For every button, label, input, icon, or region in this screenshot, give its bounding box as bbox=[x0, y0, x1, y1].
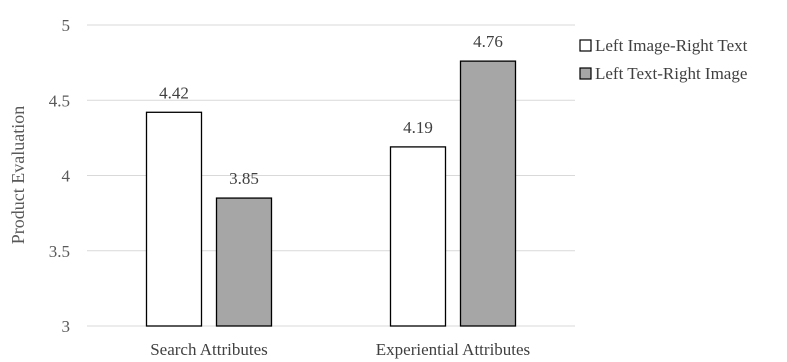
y-tick-label: 4.5 bbox=[49, 91, 70, 110]
y-axis-ticks: 3 3.5 4 4.5 5 bbox=[49, 16, 71, 336]
data-labels: 4.42 3.85 4.19 4.76 bbox=[159, 32, 503, 188]
bar-left-text-right-image-0 bbox=[215, 197, 273, 327]
legend-swatch bbox=[579, 67, 592, 80]
data-label: 3.85 bbox=[229, 169, 259, 188]
data-label: 4.19 bbox=[403, 118, 433, 137]
y-tick-label: 5 bbox=[62, 16, 71, 35]
bars bbox=[145, 60, 517, 327]
y-axis-title: Product Evaluation bbox=[8, 106, 28, 244]
data-label: 4.42 bbox=[159, 83, 189, 102]
bar-left-image-right-text-0 bbox=[145, 111, 203, 327]
legend-swatch bbox=[579, 39, 592, 52]
bar-left-image-right-text-1 bbox=[389, 146, 447, 327]
y-tick-label: 4 bbox=[62, 167, 71, 186]
x-category-label: Search Attributes bbox=[150, 340, 268, 359]
bar-left-text-right-image-1 bbox=[459, 60, 517, 327]
legend: Left Image-Right Text Left Text-Right Ima… bbox=[579, 36, 748, 83]
legend-label: Left Text-Right Image bbox=[595, 64, 747, 83]
x-axis-categories: Search Attributes Experiential Attributes bbox=[150, 340, 530, 359]
y-tick-label: 3 bbox=[62, 317, 71, 336]
data-label: 4.76 bbox=[473, 32, 503, 51]
x-category-label: Experiential Attributes bbox=[376, 340, 530, 359]
legend-label: Left Image-Right Text bbox=[595, 36, 748, 55]
y-tick-label: 3.5 bbox=[49, 242, 70, 261]
